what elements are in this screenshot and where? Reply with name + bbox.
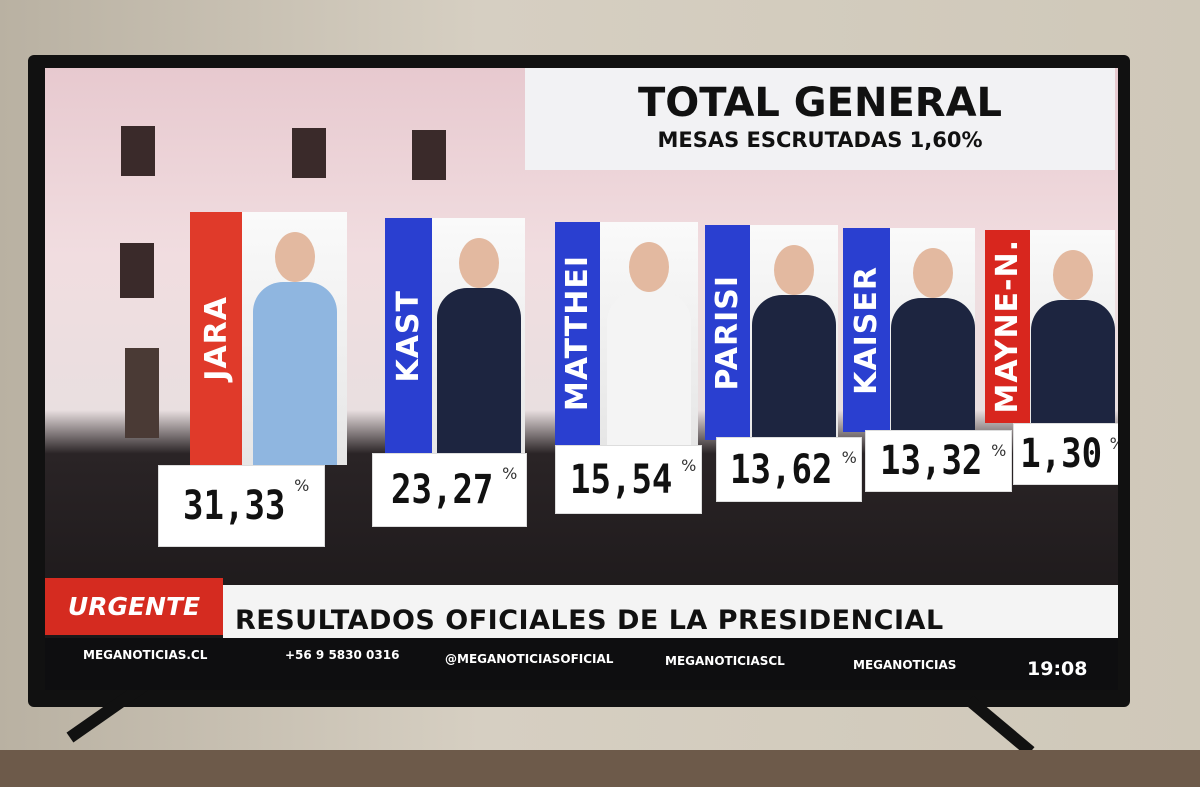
candidate-name: JARA [198,296,234,381]
percent-sign: % [1110,434,1118,453]
percent-sign: % [502,464,518,483]
tv-screen: TOTAL GENERAL MESAS ESCRUTADAS 1,60% JAR… [45,68,1118,690]
percent: 13,62 [730,446,833,493]
candidate-photo [1030,230,1115,423]
candidate-photo [432,218,525,455]
head [912,248,953,298]
candidate-photo [890,228,975,432]
candidate-photo [242,212,347,465]
name-strip: MAYNE-N. [985,230,1030,423]
name-strip: JARA [190,212,242,465]
percent-card: 1,30% [1013,423,1118,485]
head [629,242,669,292]
site: MEGANOTICIAS.CL [83,648,208,662]
body [436,288,521,455]
candidate-name: KAISER [849,265,884,395]
body [890,298,975,432]
body [252,282,337,465]
percent: 15,54 [569,456,673,503]
percent-card: 23,27% [372,453,527,527]
percent-card: 31,33% [158,465,325,547]
candidate-photo [600,222,698,445]
body [1030,300,1115,423]
percent-card: 13,62% [716,437,862,502]
percent-sign: % [991,441,1007,460]
candidate-name: PARISI [710,274,745,391]
head [774,245,814,295]
percent-card: 15,54% [555,445,702,514]
tag: URGENTE [67,592,201,621]
name-strip: PARISI [705,225,750,440]
candidate-photo [750,225,838,440]
info-bar: MEGANOTICIAS.CL +56 9 5830 0316 @MEGANOT… [45,638,1118,690]
name-strip: KAST [385,218,432,455]
head [458,238,499,288]
name-strip: MATTHEI [555,222,600,445]
phone: +56 9 5830 0316 [285,648,400,662]
percent: 1,30 [1020,431,1103,477]
percent-sign: % [841,448,857,467]
tag-box: URGENTE [45,578,223,635]
time: 19:08 [1027,658,1088,680]
candidate-name: MAYNE-N. [990,239,1025,414]
percent-card: 13,32% [865,430,1012,492]
head [274,232,315,282]
percent: 31,33 [182,483,286,529]
subtitle: MESAS ESCRUTADAS 1,60% [657,128,983,152]
name-strip: KAISER [843,228,890,432]
percent-sign: % [294,476,310,495]
body [607,292,691,445]
percent: 23,27 [390,467,494,513]
youtube: @MEGANOTICIASOFICIAL [445,652,614,666]
candidate-name: MATTHEI [560,255,595,412]
spotify: MEGANOTICIAS [853,658,957,672]
percent-sign: % [681,456,697,475]
title-box: TOTAL GENERAL MESAS ESCRUTADAS 1,60% [525,68,1115,170]
table [0,750,1200,787]
head [1052,250,1093,300]
twitch: MEGANOTICIASCL [665,654,785,668]
percent: 13,32 [879,438,983,484]
body [752,295,836,440]
candidate-name: KAST [391,290,426,383]
title: TOTAL GENERAL [637,80,1003,126]
headline: RESULTADOS OFICIALES DE LA PRESIDENCIAL [235,604,944,636]
